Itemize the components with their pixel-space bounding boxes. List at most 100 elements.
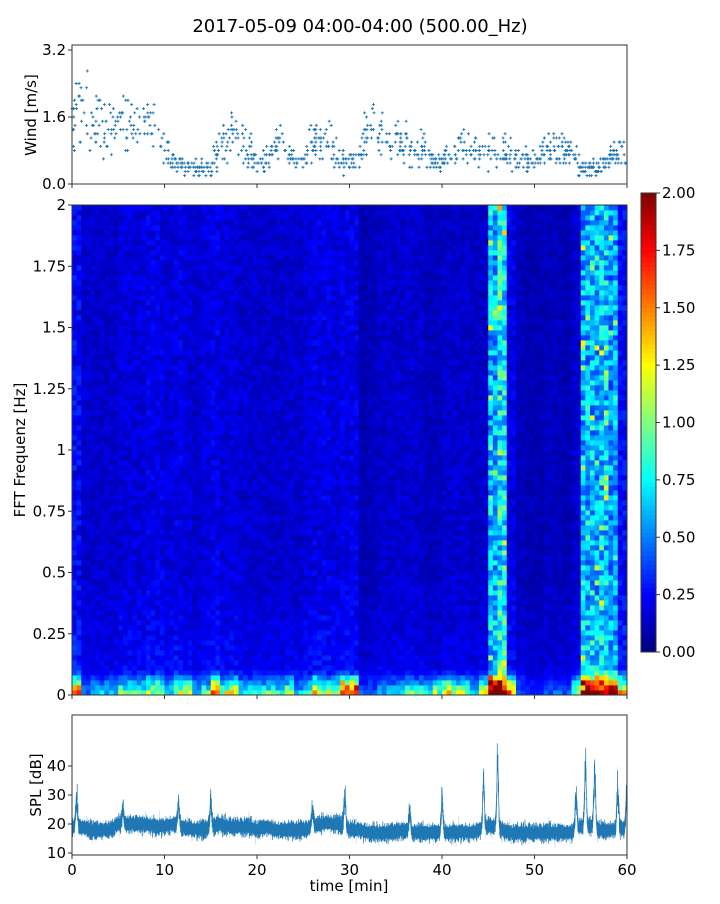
spectrogram-cell: [174, 430, 179, 435]
spectrogram-cell: [262, 435, 267, 440]
spectrogram-cell: [165, 345, 170, 350]
spectrogram-cell: [141, 245, 146, 250]
wind-point: [153, 103, 156, 106]
wind-point: [216, 145, 219, 148]
spectrogram-cell: [229, 575, 234, 580]
wind-point: [218, 132, 221, 135]
spectrogram-cell: [114, 435, 119, 440]
spectrogram-cell: [165, 470, 170, 475]
spectrogram-cell: [100, 505, 105, 510]
spectrogram-cell: [160, 260, 165, 265]
spectrogram-cell: [114, 215, 119, 220]
spectrogram-cell: [248, 305, 253, 310]
spectrogram-cell: [197, 625, 202, 630]
spectrogram-cell: [132, 455, 137, 460]
spectrogram-cell: [104, 475, 109, 480]
spectrogram-cell: [215, 605, 220, 610]
wind-point: [504, 141, 507, 144]
spectrogram-cell: [262, 650, 267, 655]
spectrogram-cell: [141, 650, 146, 655]
spectrogram-cell: [188, 645, 193, 650]
wind-point: [229, 149, 232, 152]
spectrogram-cell: [234, 650, 239, 655]
spectrogram-cell: [151, 585, 156, 590]
spectrogram-cell: [252, 380, 257, 385]
spectrogram-cell: [123, 455, 128, 460]
spectrogram-cell: [225, 670, 230, 675]
spectrogram-cell: [146, 365, 151, 370]
wind-point: [506, 162, 509, 165]
wind-point: [226, 162, 229, 165]
spectrogram-cell: [128, 285, 133, 290]
spectrogram-cell: [151, 240, 156, 245]
spectrogram-cell: [128, 655, 133, 660]
spectrogram-cell: [225, 275, 230, 280]
spectrogram-cell: [146, 545, 151, 550]
spectrogram-cell: [178, 450, 183, 455]
spectrogram-cell: [104, 315, 109, 320]
spectrogram-cell: [132, 295, 137, 300]
spectrogram-cell: [100, 670, 105, 675]
spectrogram-cell: [215, 550, 220, 555]
wind-point: [73, 99, 76, 102]
wind-point: [240, 149, 243, 152]
spectrogram-cell: [178, 520, 183, 525]
spectrogram-cell: [137, 465, 142, 470]
spectrogram-cell: [165, 520, 170, 525]
spectrogram-cell: [248, 670, 253, 675]
spectrogram-cell: [72, 275, 77, 280]
spectrogram-cell: [160, 570, 165, 575]
spectrogram-cell: [141, 675, 146, 680]
spectrogram-cell: [183, 320, 188, 325]
spectrogram-cell: [114, 605, 119, 610]
spectrogram-cell: [243, 225, 248, 230]
spectrogram-cell: [257, 620, 262, 625]
spectrogram-cell: [151, 460, 156, 465]
spectrogram-cell: [72, 300, 77, 305]
spectrogram-cell: [169, 485, 174, 490]
spectrogram-cell: [128, 505, 133, 510]
spectrogram-cell: [137, 245, 142, 250]
spectrogram-cell: [183, 250, 188, 255]
spectrogram-cell: [114, 570, 119, 575]
spectrogram-cell: [206, 360, 211, 365]
spectrogram-cell: [183, 230, 188, 235]
spectrogram-cell: [239, 585, 244, 590]
spectrogram-cell: [215, 625, 220, 630]
spectrogram-cell: [202, 420, 207, 425]
spectrogram-cell: [202, 615, 207, 620]
spectrogram-cell: [128, 605, 133, 610]
spectrogram-cell: [239, 225, 244, 230]
spectrogram-cell: [257, 375, 262, 380]
spectrogram-cell: [225, 305, 230, 310]
spectrogram-cell: [229, 670, 234, 675]
spectrogram-cell: [155, 485, 160, 490]
spectrogram-cell: [72, 460, 77, 465]
spectrogram-cell: [202, 425, 207, 430]
wind-point: [304, 153, 307, 156]
spectrogram-cell: [174, 570, 179, 575]
wind-point: [607, 166, 610, 169]
spectrogram-cell: [257, 680, 262, 685]
wind-point: [482, 153, 485, 156]
spectrogram-cell: [197, 560, 202, 565]
spectrogram-cell: [128, 225, 133, 230]
spectrogram-cell: [188, 375, 193, 380]
spectrogram-cell: [128, 270, 133, 275]
spectrogram-cell: [77, 390, 82, 395]
spectrogram-cell: [202, 395, 207, 400]
spectrogram-cell: [100, 305, 105, 310]
spectrogram-cell: [197, 290, 202, 295]
spectrogram-cell: [178, 300, 183, 305]
spectrogram-cell: [72, 305, 77, 310]
spectrogram-cell: [141, 520, 146, 525]
wind-point: [474, 136, 477, 139]
spectrogram-cell: [77, 625, 82, 630]
spectrogram-cell: [197, 385, 202, 390]
wind-point: [524, 145, 527, 148]
spectrogram-cell: [234, 620, 239, 625]
spectrogram-cell: [243, 265, 248, 270]
spectrogram-cell: [174, 620, 179, 625]
spectrogram-cell: [132, 495, 137, 500]
spectrogram-cell: [202, 230, 207, 235]
